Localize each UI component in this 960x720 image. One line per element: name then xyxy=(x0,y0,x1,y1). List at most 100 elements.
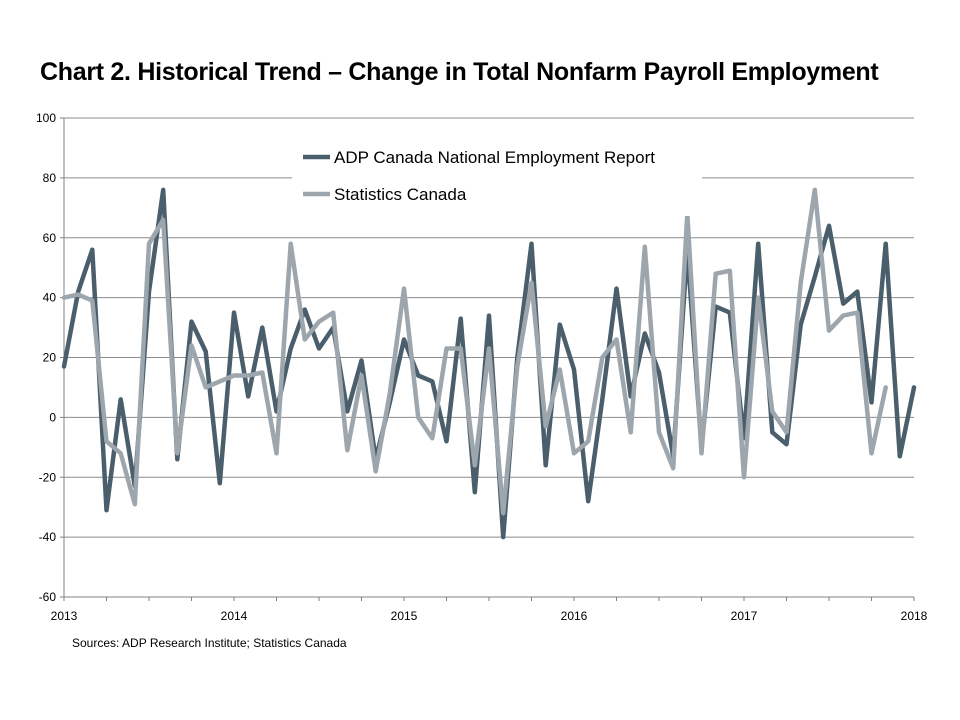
data-point xyxy=(616,288,617,290)
data-point xyxy=(729,270,731,272)
data-point xyxy=(672,467,674,469)
legend-label: ADP Canada National Employment Report xyxy=(334,148,655,167)
y-tick-label: -40 xyxy=(39,530,57,544)
data-point xyxy=(885,386,887,388)
data-point xyxy=(488,348,490,350)
data-point xyxy=(757,297,759,299)
data-point xyxy=(531,282,532,284)
data-point xyxy=(120,398,122,400)
data-point xyxy=(771,431,773,433)
data-point xyxy=(856,291,858,293)
y-tick-label: -20 xyxy=(39,470,57,484)
data-point xyxy=(431,380,433,382)
data-point xyxy=(403,339,405,341)
x-tick-label: 2018 xyxy=(901,609,928,623)
data-point xyxy=(403,288,405,290)
data-point xyxy=(91,249,93,251)
data-point xyxy=(885,243,887,245)
legend-box xyxy=(292,136,702,216)
data-point xyxy=(162,219,164,221)
data-point xyxy=(318,321,320,323)
y-tick-label: 40 xyxy=(43,291,57,305)
data-point xyxy=(658,371,660,373)
data-point xyxy=(573,368,575,370)
data-point xyxy=(205,386,207,388)
data-point xyxy=(701,452,702,454)
data-point xyxy=(658,431,660,433)
data-point xyxy=(502,536,504,538)
y-tick-label: 60 xyxy=(43,231,57,245)
data-point xyxy=(233,312,235,314)
legend: ADP Canada National Employment Report Sta… xyxy=(292,136,702,216)
data-point xyxy=(899,455,901,457)
data-point xyxy=(771,410,773,412)
x-tick-label: 2014 xyxy=(221,609,248,623)
data-point xyxy=(346,449,348,451)
data-point xyxy=(828,225,830,227)
x-tick-label: 2016 xyxy=(561,609,588,623)
data-point xyxy=(106,509,107,511)
data-point xyxy=(261,371,263,373)
x-tick-label: 2015 xyxy=(391,609,418,623)
data-point xyxy=(913,386,915,388)
data-point xyxy=(502,512,504,514)
data-point xyxy=(375,470,377,472)
data-point xyxy=(644,246,646,248)
data-point xyxy=(176,452,178,454)
y-tick-label: -60 xyxy=(39,590,57,604)
data-point xyxy=(800,282,802,284)
data-point xyxy=(191,321,192,323)
data-point xyxy=(488,315,490,317)
y-axis: 100 80 60 40 20 0 -20 -40 -60 xyxy=(36,111,65,604)
data-point xyxy=(842,315,844,317)
y-tick-label: 20 xyxy=(43,351,57,365)
data-point xyxy=(871,452,872,454)
data-point xyxy=(276,410,277,412)
data-point xyxy=(587,440,589,442)
data-point xyxy=(573,452,575,454)
data-point xyxy=(601,357,603,358)
x-axis: 2013 2014 2015 2016 2017 2018 xyxy=(51,596,928,623)
data-point xyxy=(559,368,561,370)
data-point xyxy=(715,306,717,308)
data-point xyxy=(162,189,164,191)
data-point xyxy=(191,345,192,347)
data-point xyxy=(516,365,518,367)
data-point xyxy=(261,327,263,329)
data-point xyxy=(148,291,150,293)
data-point xyxy=(120,452,122,454)
data-point xyxy=(601,398,603,400)
data-point xyxy=(290,348,292,350)
source-note: Sources: ADP Research Institute; Statist… xyxy=(72,636,347,650)
data-point xyxy=(814,189,816,191)
series-lines xyxy=(61,187,917,540)
data-point xyxy=(431,437,433,439)
data-point xyxy=(474,464,476,466)
data-point xyxy=(219,482,221,484)
data-point xyxy=(361,359,362,361)
data-point xyxy=(786,431,787,433)
data-point xyxy=(814,276,816,278)
data-point xyxy=(757,243,759,245)
data-point xyxy=(77,291,79,293)
data-point xyxy=(531,243,532,245)
y-tick-label: 100 xyxy=(36,111,56,125)
data-point xyxy=(630,395,632,397)
data-point xyxy=(729,312,731,314)
data-point xyxy=(446,440,447,442)
data-point xyxy=(233,374,235,376)
data-point xyxy=(786,443,787,445)
data-point xyxy=(630,431,632,433)
data-point xyxy=(616,339,617,341)
data-point xyxy=(460,348,462,350)
data-point xyxy=(871,401,872,403)
data-point xyxy=(389,392,391,394)
data-point xyxy=(247,374,249,376)
data-point xyxy=(587,500,589,502)
x-tick-label: 2013 xyxy=(51,609,78,623)
y-tick-label: 0 xyxy=(49,410,56,424)
data-point xyxy=(417,374,419,376)
legend-label: Statistics Canada xyxy=(334,185,467,204)
data-point xyxy=(148,243,150,245)
